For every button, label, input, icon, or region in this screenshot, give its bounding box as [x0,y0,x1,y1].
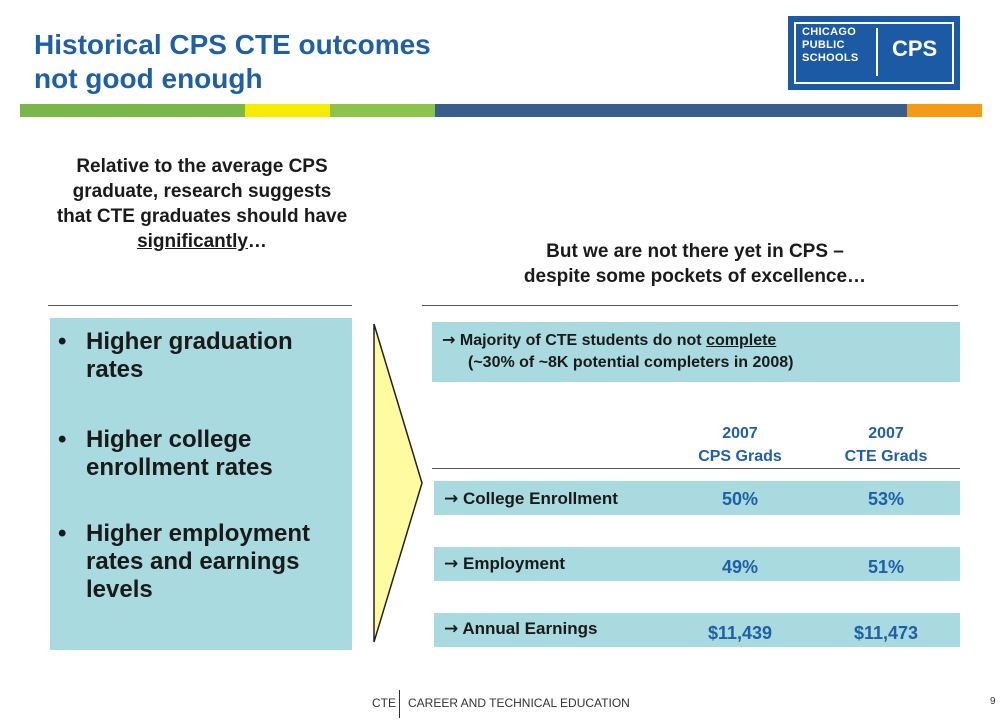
cps-value: $11,439 [707,623,773,643]
left-heading: Relative to the average CPS graduate, re… [54,154,350,254]
column-header-cps: 2007 CPS Grads [698,425,782,465]
footer-title: CAREER AND TECHNICAL EDUCATION [408,696,630,710]
color-bar-orange [907,104,982,117]
table-row: → College Enrollment 50% 53% [434,481,960,515]
left-heading-ellipsis: … [247,231,267,252]
expectations-box: • Higher graduation rates • Higher college… [50,318,352,650]
right-heading-line-1: But we are not there yet in CPS – [546,241,844,262]
footer-divider [399,690,400,718]
cps-logo: CHICAGO PUBLIC SCHOOLS CPS [788,16,960,90]
cps-value: 50% [721,489,759,509]
row-label: College Enrollment [462,489,618,508]
row-label: Annual Earnings [462,619,598,638]
right-divider [422,305,958,306]
cte-value: 53% [867,489,905,509]
footer-abbr: CTE [372,696,396,710]
table-row: → Employment 49% 51% [434,547,960,581]
column-header-cte: 2007 CTE Grads [844,425,928,465]
callout-line-1: → Majority of CTE students do not comple… [442,330,777,349]
completion-callout: → Majority of CTE students do not comple… [432,322,960,382]
logo-divider [876,28,878,76]
title-line-2: not good enough [34,63,263,94]
cte-value: $11,473 [853,623,919,643]
cps-value: 49% [721,557,759,577]
table-row: → Annual Earnings $11,439 $11,473 [434,613,960,647]
arrow-right-icon: → [442,330,456,349]
callout-line-2: (~30% of ~8K potential completers in 200… [468,354,794,371]
arrow-right-icon: → [444,554,459,574]
color-bar-blue [435,104,907,117]
right-heading-line-2: despite some pockets of excellence… [523,266,867,287]
page-title: Historical CPS CTE outcomes not good eno… [34,28,431,96]
arrow-right-icon: → [444,489,459,509]
left-divider [48,305,352,306]
page-number: 9 [990,696,996,707]
right-heading: But we are not there yet in CPS – despit… [440,239,950,289]
chevron-arrow-icon [373,323,423,643]
cte-value: 51% [867,557,905,577]
color-bar-green [20,104,245,117]
arrow-right-icon: → [444,619,459,639]
logo-name: CHICAGO PUBLIC SCHOOLS [802,26,859,64]
table-header-divider [432,468,960,469]
row-label: Employment [462,554,566,573]
title-line-1: Historical CPS CTE outcomes [34,29,431,60]
left-heading-text: Relative to the average CPS graduate, re… [56,156,348,227]
color-bar-lightgreen [330,104,435,117]
color-bar-yellow [245,104,330,117]
logo-abbr: CPS [892,36,938,61]
left-heading-emphasis: significantly [137,231,248,252]
